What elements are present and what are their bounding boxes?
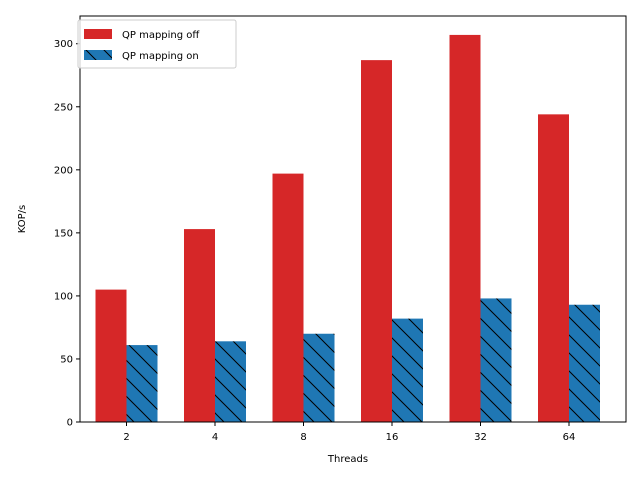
bar-on-32 [480,298,512,422]
x-tick-label: 16 [386,432,399,443]
bar-on-2 [126,345,158,422]
x-tick-label: 8 [300,432,306,443]
y-tick-label: 300 [54,39,73,50]
legend-swatch-on [84,50,112,60]
y-axis: 0 50 100 150 200 250 300 [54,39,80,429]
y-tick-label: 100 [54,291,73,302]
y-axis-label: KOP/s [17,205,28,234]
legend-label-off: QP mapping off [122,30,200,41]
y-tick-label: 250 [54,102,73,113]
bar-on-16 [392,318,423,422]
y-tick-label: 200 [54,165,73,176]
bar-off-4 [184,229,215,422]
bar-off-8 [272,173,304,422]
legend: QP mapping off QP mapping on [77,19,237,69]
bar-on-64 [569,304,600,422]
bar-off-64 [538,114,569,422]
x-tick-label: 4 [212,432,218,443]
bar-off-2 [95,289,127,422]
legend-swatch-off [84,29,112,39]
bar-off-16 [361,60,392,423]
bars-group [95,34,600,423]
bar-off-32 [449,34,481,422]
y-tick-label: 50 [60,354,73,365]
x-tick-label: 32 [474,432,487,443]
legend-label-on: QP mapping on [122,51,199,62]
bar-on-4 [215,341,246,422]
y-tick-label: 0 [67,418,73,429]
x-tick-label: 64 [563,432,576,443]
y-tick-label: 150 [54,228,73,239]
x-axis: 2 4 8 16 32 64 [123,422,575,443]
plot-frame [79,15,627,423]
x-axis-label: Threads [327,454,368,465]
bar-on-8 [303,333,335,422]
legend-box [77,19,237,69]
x-tick-label: 2 [123,432,129,443]
